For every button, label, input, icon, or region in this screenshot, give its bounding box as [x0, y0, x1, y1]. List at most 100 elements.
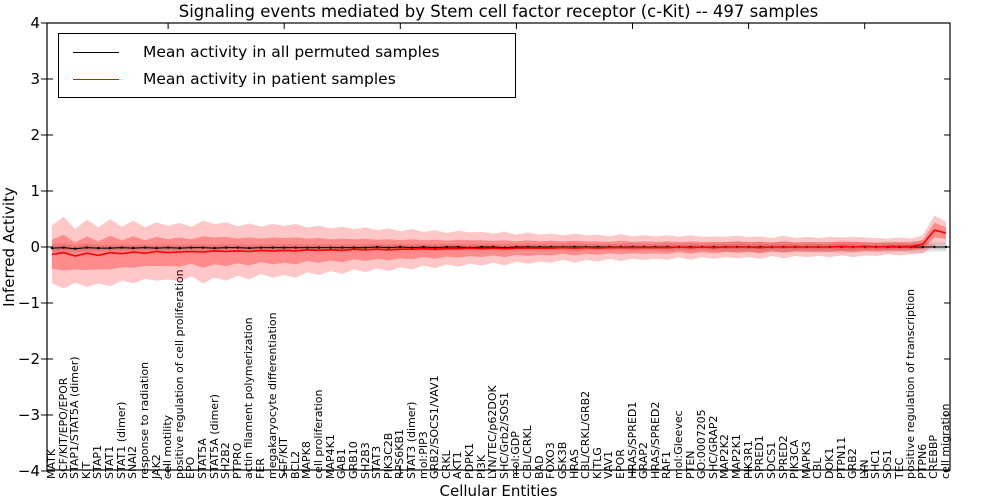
permuted-mean-marker	[155, 246, 158, 250]
permuted-mean-marker	[178, 246, 181, 250]
permuted-mean-marker	[364, 246, 367, 249]
y-tick-label: 1	[30, 182, 40, 200]
x-tick-label: positive regulation of cell proliferatio…	[172, 269, 186, 479]
permuted-mean-marker	[74, 247, 77, 250]
permuted-mean-marker	[573, 245, 576, 249]
permuted-mean-marker	[701, 245, 704, 249]
permuted-mean-marker	[689, 245, 692, 249]
permuted-mean-marker	[236, 246, 239, 249]
permuted-mean-marker	[933, 245, 936, 249]
permuted-mean-marker	[248, 246, 251, 250]
permuted-mean-marker	[480, 245, 483, 249]
permuted-mean-marker	[886, 245, 890, 249]
legend-line-permuted	[73, 51, 119, 53]
permuted-mean-marker	[468, 246, 472, 249]
legend-item-permuted: Mean activity in all permuted samples	[73, 43, 515, 61]
legend-label-patient: Mean activity in patient samples	[143, 70, 396, 88]
y-tick-label: 0	[30, 238, 40, 256]
permuted-mean-marker	[944, 245, 948, 249]
permuted-mean-marker	[50, 246, 54, 250]
permuted-mean-marker	[596, 245, 599, 249]
permuted-mean-marker	[62, 246, 65, 249]
permuted-mean-marker	[863, 245, 866, 249]
permuted-mean-marker	[666, 245, 669, 249]
y-tick-label: −4	[17, 462, 40, 480]
permuted-mean-marker	[213, 246, 216, 250]
permuted-mean-marker	[387, 246, 390, 249]
permuted-mean-marker	[747, 245, 750, 249]
permuted-mean-marker	[712, 245, 715, 249]
permuted-band-outer	[52, 240, 946, 254]
permuted-mean-marker	[875, 245, 878, 249]
permuted-mean-marker	[724, 245, 727, 249]
permuted-mean-marker	[271, 246, 274, 249]
legend-item-patient: Mean activity in patient samples	[73, 70, 515, 88]
permuted-mean-marker	[805, 245, 808, 249]
permuted-mean-marker	[677, 245, 681, 249]
permuted-mean-marker	[132, 246, 135, 250]
permuted-mean-marker	[793, 245, 797, 249]
permuted-mean-marker	[329, 246, 332, 249]
permuted-mean-marker	[120, 246, 123, 249]
permuted-mean-marker	[143, 246, 147, 249]
permuted-mean-marker	[166, 246, 170, 249]
permuted-mean-marker	[375, 245, 379, 249]
permuted-mean-marker	[619, 245, 623, 249]
permuted-mean-marker	[550, 245, 553, 249]
y-tick-label: 2	[30, 126, 40, 144]
y-axis-label: Inferred Activity	[0, 187, 18, 307]
permuted-mean-marker	[201, 246, 205, 249]
permuted-mean-marker	[840, 245, 843, 249]
permuted-mean-marker	[654, 245, 657, 249]
patient-band-inner	[52, 222, 946, 271]
permuted-mean-marker	[921, 245, 924, 249]
y-tick-label: 4	[30, 14, 40, 32]
permuted-mean-marker	[283, 246, 286, 249]
permuted-mean-marker	[225, 246, 228, 249]
permuted-mean-marker	[503, 246, 506, 249]
permuted-mean-marker	[352, 246, 356, 249]
permuted-mean-marker	[642, 245, 646, 249]
permuted-band-inner	[52, 243, 946, 251]
x-tick-label: SOCS1	[764, 441, 778, 479]
patient-mean-line	[51, 229, 947, 257]
permuted-mean-marker	[515, 245, 518, 249]
permuted-mean-marker	[538, 245, 541, 249]
permuted-mean-marker	[108, 246, 112, 250]
legend: Mean activity in all permuted samples Me…	[58, 33, 516, 98]
x-tick-label: STAP1/STAT5A (dimer)	[68, 356, 82, 479]
y-tick-label: −1	[17, 294, 40, 312]
permuted-mean-marker	[910, 245, 913, 249]
permuted-mean-marker	[608, 245, 611, 249]
patient-band-outer	[52, 215, 946, 289]
permuted-mean-marker	[433, 246, 437, 249]
permuted-mean-marker	[85, 246, 89, 249]
legend-label-permuted: Mean activity in all permuted samples	[143, 43, 440, 61]
permuted-mean-marker	[526, 245, 530, 249]
permuted-mean-marker	[898, 245, 901, 249]
y-tick-label: −2	[17, 350, 40, 368]
permuted-mean-marker	[584, 245, 588, 249]
permuted-mean-marker	[851, 245, 855, 249]
permuted-mean-marker	[294, 246, 297, 249]
permuted-mean-marker	[817, 245, 820, 249]
y-tick-label: 3	[30, 70, 40, 88]
y-tick-label: −3	[17, 406, 40, 424]
permuted-mean-marker	[259, 246, 263, 249]
permuted-mean-marker	[492, 245, 495, 249]
permuted-mean-marker	[317, 246, 321, 249]
permuted-mean-marker	[422, 245, 425, 249]
permuted-mean-marker	[399, 245, 402, 249]
permuted-mean-marker	[828, 245, 832, 249]
permuted-mean-marker	[631, 245, 634, 249]
permuted-mean-marker	[759, 245, 762, 249]
permuted-mean-marker	[770, 245, 773, 249]
x-tick-label: cell migration	[939, 403, 952, 479]
permuted-mean-marker	[306, 246, 309, 249]
permuted-mean-marker	[190, 246, 193, 249]
permuted-mean-marker	[735, 245, 739, 249]
permuted-mean-marker	[782, 245, 785, 249]
permuted-mean-marker	[561, 245, 565, 249]
permuted-mean-marker	[457, 245, 460, 249]
chart-title: Signaling events mediated by Stem cell f…	[178, 2, 819, 21]
